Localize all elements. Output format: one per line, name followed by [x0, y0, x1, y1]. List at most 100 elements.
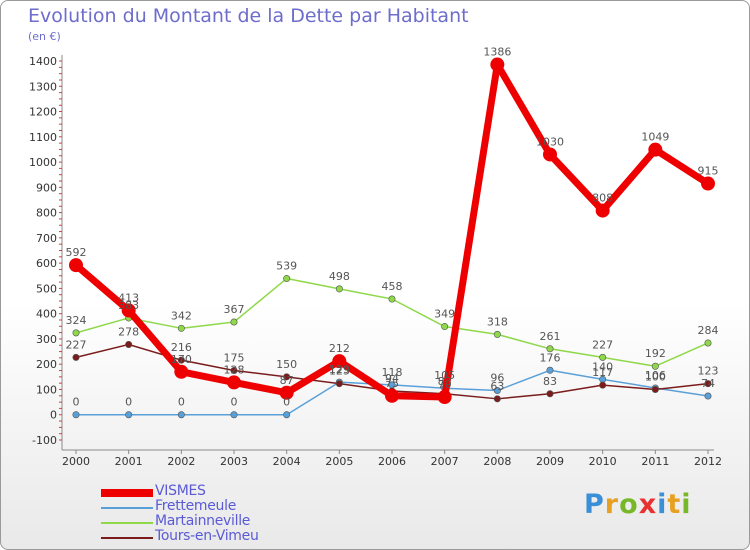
- data-label: 74: [701, 377, 715, 390]
- legend-swatch: [101, 537, 153, 539]
- y-tick-label: 900: [36, 181, 57, 194]
- data-point: [437, 390, 452, 405]
- data-point: [283, 373, 291, 381]
- data-label: 413: [118, 291, 139, 304]
- data-label: 175: [224, 352, 245, 365]
- y-tick-label: 100: [36, 383, 57, 396]
- data-label: 70: [438, 378, 452, 391]
- x-tick-label: 2001: [115, 455, 143, 468]
- data-point: [651, 362, 659, 370]
- x-tick-label: 2005: [325, 455, 353, 468]
- data-label: 592: [66, 246, 87, 259]
- data-label: 0: [125, 396, 132, 409]
- data-label: 176: [540, 351, 561, 364]
- data-label: 342: [171, 309, 192, 322]
- data-label: 349: [434, 308, 455, 321]
- data-label: 170: [171, 353, 192, 366]
- data-label: 100: [645, 370, 666, 383]
- x-tick-label: 2006: [378, 455, 406, 468]
- data-label: 192: [645, 347, 666, 360]
- logo-letter: t: [667, 489, 682, 520]
- data-point: [283, 275, 291, 283]
- chart-unit: (en €): [28, 30, 61, 43]
- data-point: [546, 366, 554, 374]
- data-point: [332, 354, 347, 369]
- data-point: [546, 345, 554, 353]
- x-tick-label: 2008: [483, 455, 511, 468]
- data-point: [546, 390, 554, 398]
- data-label: 318: [487, 315, 508, 328]
- data-point: [490, 57, 505, 72]
- data-label: 227: [592, 338, 613, 351]
- y-tick-label: 400: [36, 308, 57, 321]
- data-label: 123: [698, 365, 719, 378]
- data-label: 105: [434, 369, 455, 382]
- data-point: [704, 339, 712, 347]
- data-label: 539: [276, 260, 297, 273]
- data-label: 808: [592, 192, 613, 205]
- data-point: [493, 386, 501, 394]
- data-point: [125, 411, 133, 419]
- data-label: 123: [329, 365, 350, 378]
- data-point: [441, 323, 449, 331]
- data-label: 128: [224, 363, 245, 376]
- proxiti-logo: Proxiti: [584, 489, 692, 520]
- y-tick-label: 700: [36, 232, 57, 245]
- data-point: [125, 340, 133, 348]
- logo-letter: r: [604, 489, 620, 520]
- logo-letter: P: [584, 489, 605, 520]
- legend-label: Frettemeule: [155, 498, 237, 514]
- x-tick-label: 2010: [589, 455, 617, 468]
- data-label: 75: [385, 377, 399, 390]
- data-point: [704, 392, 712, 400]
- data-point: [177, 411, 185, 419]
- data-label: 278: [118, 325, 139, 338]
- data-label: 117: [592, 366, 613, 379]
- data-label: 324: [66, 314, 87, 327]
- data-point: [283, 411, 291, 419]
- legend-label: VISMES: [155, 483, 206, 499]
- data-label: 87: [280, 374, 294, 387]
- legend-label: Tours-en-Vimeu: [155, 528, 259, 544]
- logo-letter: o: [619, 489, 639, 520]
- data-point: [72, 329, 80, 337]
- data-label: 212: [329, 342, 350, 355]
- x-tick-label: 2012: [694, 455, 722, 468]
- data-point: [227, 375, 241, 390]
- data-point: [388, 295, 396, 303]
- data-point: [704, 380, 712, 388]
- data-point: [230, 318, 238, 326]
- data-point: [493, 395, 501, 403]
- data-point: [701, 176, 715, 191]
- data-point: [493, 330, 501, 338]
- data-label: 1049: [641, 131, 669, 144]
- y-tick-label: 1400: [29, 55, 57, 68]
- data-label: 915: [698, 165, 719, 178]
- data-point: [230, 411, 238, 419]
- y-tick-label: 600: [36, 257, 57, 270]
- y-tick-label: -100: [32, 434, 57, 447]
- x-tick-label: 2011: [641, 455, 669, 468]
- data-point: [121, 303, 136, 318]
- data-point: [595, 203, 610, 218]
- data-label: 106: [645, 369, 666, 382]
- data-point: [69, 258, 83, 273]
- data-point: [72, 353, 80, 361]
- y-tick-label: 200: [36, 358, 57, 371]
- data-label: 150: [276, 358, 297, 371]
- data-point: [72, 411, 80, 419]
- data-label: 0: [73, 396, 80, 409]
- data-label: 63: [490, 380, 504, 393]
- x-tick-label: 2004: [273, 455, 301, 468]
- data-point: [279, 385, 294, 400]
- logo-letter: i: [657, 489, 668, 520]
- data-point: [648, 142, 663, 157]
- data-label: 284: [698, 324, 719, 337]
- data-label: 96: [490, 371, 504, 384]
- y-tick-label: 0: [50, 409, 57, 422]
- data-label: 216: [171, 341, 192, 354]
- data-label: 367: [224, 303, 245, 316]
- y-tick-label: 1000: [29, 156, 57, 169]
- data-point: [230, 367, 238, 375]
